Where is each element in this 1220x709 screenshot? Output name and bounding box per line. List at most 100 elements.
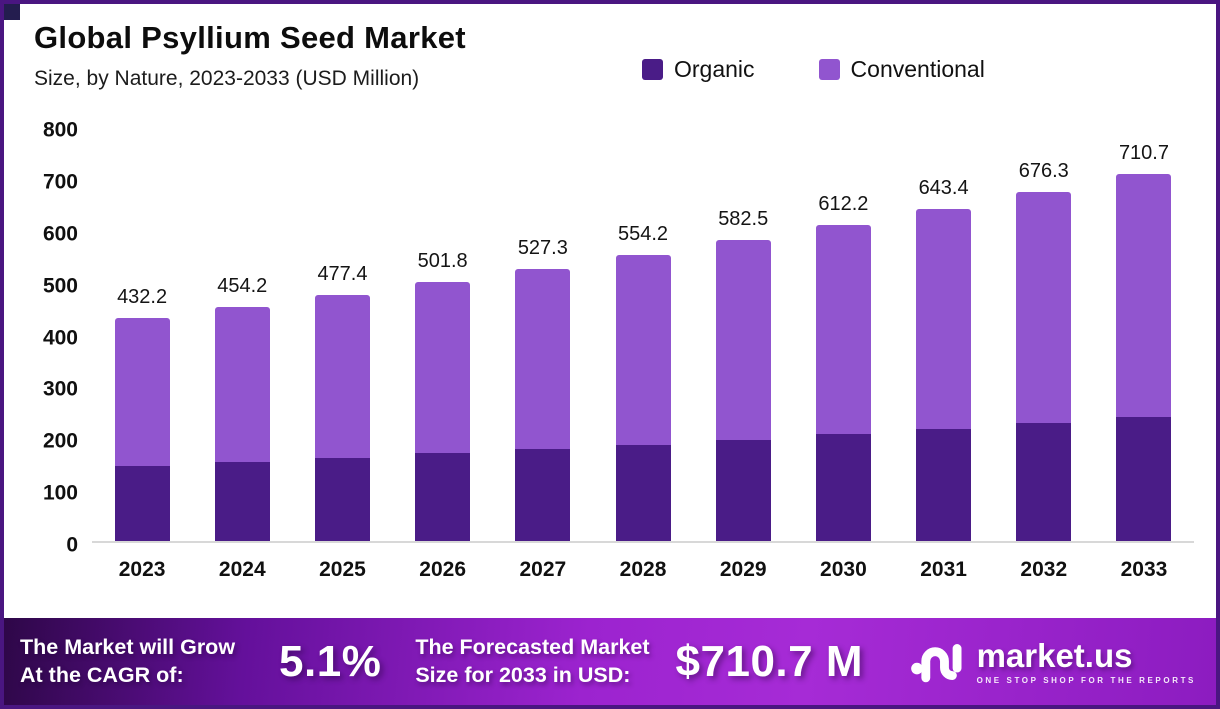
bar-group: 527.3 [493,130,593,541]
bar-segment-conventional [1116,174,1172,418]
x-axis-label: 2024 [218,558,266,581]
bar-total-label: 643.4 [918,176,969,199]
stacked-bar [314,294,370,541]
bar-segment-conventional [715,240,771,440]
bar-segment-organic [916,428,972,541]
legend-item-organic: Organic [642,56,755,83]
bar-segment-conventional [415,281,471,454]
bar-total-label: 527.3 [517,236,568,259]
legend-label-organic: Organic [674,56,755,82]
bar-group: 676.3 [994,130,1094,541]
legend-item-conventional: Conventional [818,56,985,83]
stacked-bar [615,254,671,541]
bar-segment-conventional [1016,191,1072,423]
forecast-label: The Forecasted Market Size for 2033 in U… [415,634,650,687]
bar-segment-organic [415,453,471,541]
forecast-value: $710.7 M [675,636,864,686]
x-axis-label: 2029 [719,558,767,581]
cagr-label: The Market will Grow At the CAGR of: [20,634,236,687]
stacked-bar [715,240,771,541]
bar-segment-conventional [615,254,671,445]
cagr-value: 5.1% [279,636,382,686]
bar-group: 612.2 [793,130,893,541]
y-tick-label: 0 [66,533,78,557]
bar-total-label: 710.7 [1118,142,1169,165]
x-axis-label: 2026 [419,558,467,581]
y-tick-label: 600 [42,222,78,246]
conventional-swatch-icon [818,59,840,80]
y-tick-label: 800 [42,118,78,142]
x-axis-label: 2028 [619,558,667,581]
stacked-bar [214,306,270,541]
stacked-bar [415,281,471,541]
stacked-bar [1016,191,1072,541]
stacked-bar [815,224,871,541]
bar-segment-organic [715,439,771,541]
bar-segment-organic [214,462,270,541]
x-axis-labels: 2023 2024 2025 2026 2027 2028 2029 2030 2031 2032… [92,558,1194,582]
bar-segment-conventional [916,208,972,429]
x-axis-label: 2025 [319,558,366,581]
chart-legend: Organic Conventional [642,56,985,83]
header: Global Psyllium Seed Market Size, by Nat… [4,4,1216,130]
bar-total-label: 612.2 [818,192,869,215]
bar-segment-organic [1016,422,1072,541]
bar-total-label: 676.3 [1018,159,1069,182]
bar-segment-organic [1116,417,1172,541]
brand-tagline: ONE STOP SHOP FOR THE REPORTS [976,675,1196,685]
x-axis-label: 2030 [820,558,867,581]
spacer [4,582,1216,618]
chart: 0 100 200 300 400 500 600 700 800 432.2 454.2 477.… [4,120,1216,556]
y-tick-label: 300 [42,377,78,401]
bar-total-label: 454.2 [217,274,268,297]
stacked-bar [114,317,170,541]
bar-segment-organic [515,449,571,541]
brand-name: market.us [976,636,1133,674]
y-tick-label: 500 [42,274,78,298]
organic-swatch-icon [642,59,663,80]
bar-segment-conventional [314,294,370,458]
x-axis: 2023 2024 2025 2026 2027 2028 2029 2030 2031 2032… [4,545,1216,582]
bar-group: 477.4 [292,130,392,541]
bar-group: 554.2 [593,130,693,541]
bar-segment-organic [314,457,370,541]
footer-banner: The Market will Grow At the CAGR of: 5.1… [4,618,1216,705]
bar-group: 501.8 [393,130,493,541]
marketus-logo: market.us ONE STOP SHOP FOR THE REPORTS [909,638,1196,686]
y-tick-label: 200 [42,429,78,453]
bar-segment-conventional [214,306,270,462]
y-tick-label: 700 [42,170,78,194]
plot-area: 432.2 454.2 477.4 501.8 527.3 554.2 582.5 612.2… [92,130,1194,543]
x-axis-label: 2027 [519,558,567,581]
bar-segment-conventional [515,268,571,450]
bar-total-label: 432.2 [117,285,168,308]
bar-segment-conventional [114,317,170,467]
x-axis-label: 2033 [1120,558,1168,581]
stacked-bar [1116,174,1172,541]
x-axis-label: 2031 [920,558,967,581]
bar-group: 432.2 [92,130,192,541]
stacked-bar [515,268,571,541]
y-axis: 0 100 200 300 400 500 600 700 800 [4,120,92,556]
page-title: Global Psyllium Seed Market [34,20,466,55]
bar-total-label: 582.5 [718,208,769,231]
x-axis-label: 2032 [1020,558,1068,581]
bar-segment-conventional [815,224,871,435]
stacked-bar [916,208,972,541]
x-axis-label: 2023 [118,558,166,581]
bar-group: 643.4 [894,130,994,541]
legend-label-conventional: Conventional [850,56,985,82]
y-tick-label: 400 [42,326,78,349]
bar-total-label: 501.8 [417,249,468,272]
corner-accent-square [4,4,20,20]
marketus-logo-mark [910,643,962,682]
bar-group: 710.7 [1094,130,1194,541]
bar-segment-organic [615,444,671,541]
bar-total-label: 477.4 [317,262,368,285]
page-subtitle: Size, by Nature, 2023-2033 (USD Million) [34,67,420,90]
bar-group: 454.2 [192,130,292,541]
y-tick-label: 100 [42,481,78,505]
bar-segment-organic [114,466,170,541]
bar-total-label: 554.2 [618,222,669,245]
